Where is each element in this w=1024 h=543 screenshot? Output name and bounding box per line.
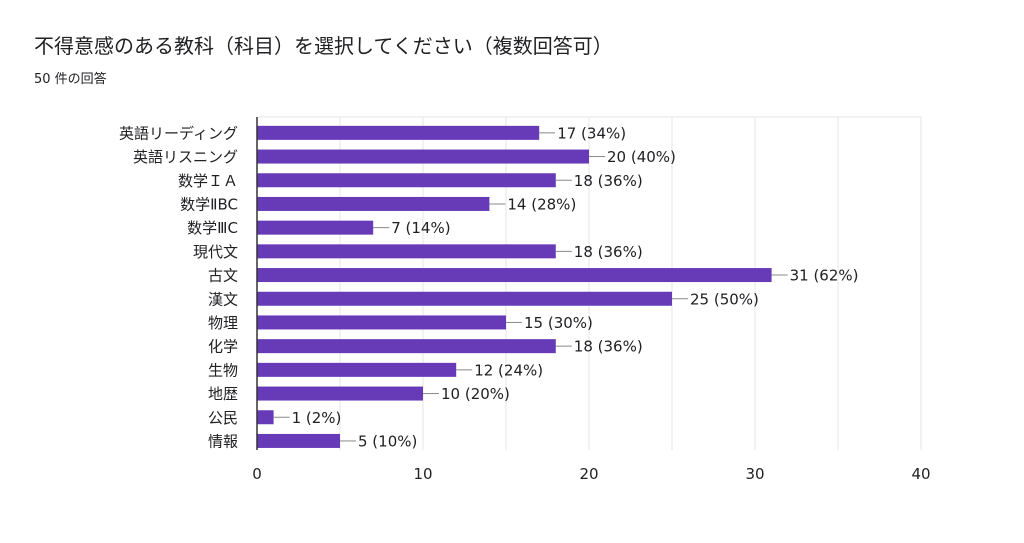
category-label: 英語リーディング (119, 124, 238, 142)
data-label: 14 (28%) (507, 195, 576, 213)
category-label: 英語リスニング (133, 148, 238, 166)
category-label: 化学 (208, 338, 238, 356)
x-tick-label: 20 (579, 465, 598, 483)
category-label: 物理 (208, 314, 238, 332)
data-label: 10 (20%) (441, 385, 510, 403)
data-label: 18 (36%) (574, 243, 643, 261)
bar (257, 386, 423, 401)
category-label: 生物 (208, 361, 238, 379)
response-count: 50 件の回答 (34, 72, 107, 87)
data-label: 17 (34%) (557, 124, 626, 142)
data-label: 18 (36%) (574, 172, 643, 190)
bar (257, 244, 556, 259)
bar (257, 339, 556, 354)
data-label: 1 (2%) (292, 409, 342, 427)
bar (257, 268, 772, 283)
bars: 17 (34%) 20 (40%) 18 (36%) 14 (28%) 7 (14%) 1… (257, 124, 859, 450)
data-label: 18 (36%) (574, 338, 643, 356)
bar (257, 125, 540, 140)
category-label: 情報 (208, 432, 238, 450)
category-label: 公民 (208, 409, 238, 427)
category-label: 数学ＩＡ (178, 172, 238, 190)
x-tick-label: 30 (745, 465, 764, 483)
category-label: 数学ⅢC (187, 219, 238, 237)
bar (257, 433, 340, 448)
category-label: 地歴 (208, 385, 238, 403)
data-label: 20 (40%) (607, 148, 676, 166)
bar (257, 220, 374, 235)
bar (257, 173, 556, 188)
x-tick-label: 40 (911, 465, 930, 483)
category-label: 現代文 (193, 243, 238, 261)
category-label: 数学ⅡBC (180, 195, 238, 213)
bar (257, 196, 490, 211)
bar (257, 291, 672, 306)
x-tick-label: 10 (413, 465, 432, 483)
x-tick-label: 0 (252, 465, 262, 483)
bar (257, 362, 457, 377)
bar (257, 315, 506, 330)
chart-title: 不得意感のある教科（科目）を選択してください（複数回答可） (34, 34, 613, 58)
data-label: 31 (62%) (790, 267, 859, 285)
category-label: 古文 (208, 267, 238, 285)
data-label: 12 (24%) (474, 361, 543, 379)
bar (257, 149, 589, 164)
data-label: 15 (30%) (524, 314, 593, 332)
data-label: 25 (50%) (690, 290, 759, 308)
data-label: 5 (10%) (358, 432, 417, 450)
category-label: 漢文 (208, 290, 238, 308)
bar (257, 410, 274, 425)
data-label: 7 (14%) (391, 219, 450, 237)
